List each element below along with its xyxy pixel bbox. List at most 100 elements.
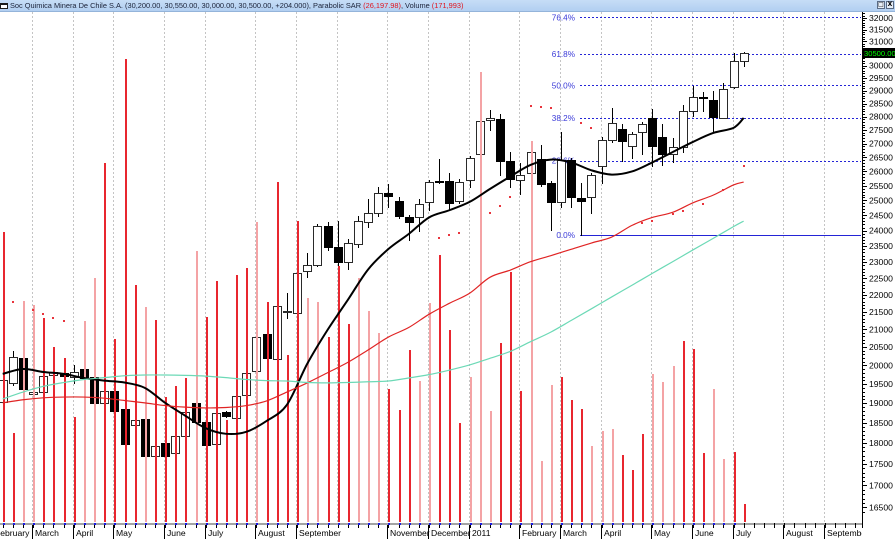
candlestick: [435, 159, 444, 184]
candlestick: [354, 216, 363, 248]
close-button[interactable]: X: [886, 1, 894, 9]
price-axis[interactable]: 3200031500310003050030000295002900028500…: [862, 12, 895, 539]
volume-bar: [439, 255, 441, 522]
candlestick: [719, 83, 728, 119]
restore-button[interactable]: □: [877, 1, 885, 9]
candlestick: [598, 137, 607, 184]
price-axis-label: 22000: [869, 290, 893, 300]
price-axis-label: 29500: [869, 73, 893, 83]
candlestick: [445, 173, 454, 211]
time-axis-data-marker: [480, 523, 482, 525]
candle-body-up: [364, 213, 373, 223]
time-axis-data-marker: [338, 523, 340, 525]
time-axis-data-marker: [429, 523, 431, 525]
month-label: May: [116, 528, 133, 538]
price-axis-label: 16500: [869, 503, 893, 513]
parabolic-sar-dot: [550, 107, 552, 109]
volume-bar: [581, 409, 583, 522]
volume-bar: [388, 389, 390, 522]
month-label: February: [0, 528, 30, 538]
time-axis-data-marker: [3, 523, 5, 525]
candle-body-up: [638, 124, 647, 133]
parabolic-sar-dot: [489, 212, 491, 214]
time-axis-data-marker: [135, 523, 137, 525]
candlestick: [405, 215, 414, 241]
volume-bar: [64, 358, 66, 522]
candle-body-up: [557, 160, 566, 203]
chart-title: Soc Quimica Minera De Chile S.A. (30,200…: [10, 0, 463, 11]
parabolic-sar-dot: [509, 196, 511, 198]
candle-body-down: [445, 181, 454, 204]
title-sar-label: Parabolic SAR: [313, 1, 364, 10]
parabolic-sar-dot: [540, 106, 542, 108]
current-price-marker: [863, 48, 895, 58]
time-axis-data-marker: [267, 523, 269, 525]
month-label: March: [563, 528, 587, 538]
candlestick: [283, 293, 292, 319]
volume-bar: [277, 182, 279, 522]
price-axis-label: 21000: [869, 324, 893, 334]
candle-body-up: [455, 182, 464, 202]
parabolic-sar-dot: [438, 237, 440, 239]
price-axis-label: 28500: [869, 99, 893, 109]
time-axis-data-marker: [104, 523, 106, 525]
candlestick: [699, 92, 708, 112]
price-axis-label: 25500: [869, 181, 893, 191]
month-label: May: [654, 528, 671, 538]
candle-body-down: [395, 201, 404, 217]
month-label: June: [167, 528, 186, 538]
moving-average-red-line: [2, 181, 744, 409]
volume-bar: [612, 429, 614, 522]
parabolic-sar-dot: [458, 232, 460, 234]
time-axis-data-marker: [145, 523, 147, 525]
time-axis-data-marker: [673, 523, 675, 525]
volume-bar: [520, 391, 522, 522]
candlestick: [222, 411, 231, 418]
volume-bar: [744, 504, 746, 522]
volume-bar: [226, 420, 228, 522]
volume-bar: [196, 251, 198, 522]
parabolic-sar-dot: [499, 205, 501, 207]
volume-bar: [622, 455, 624, 522]
month-label: September: [827, 528, 869, 538]
fib-level-label: 76.4%: [552, 13, 575, 22]
parabolic-sar-dot: [672, 213, 674, 215]
price-axis-label: 30000: [869, 61, 893, 71]
month-label: December: [431, 528, 471, 538]
price-axis-label: 20500: [869, 342, 893, 352]
price-axis-label: 21500: [869, 307, 893, 317]
window-icon[interactable]: [0, 3, 8, 9]
volume-bar: [135, 285, 137, 522]
time-axis-data-marker: [328, 523, 330, 525]
candle-body-down: [496, 119, 505, 162]
time-axis-data-marker: [723, 523, 725, 525]
volume-bar: [602, 430, 604, 522]
time-axis-data-marker: [256, 523, 258, 525]
time-axis-data-marker: [419, 523, 421, 525]
candle-body-up: [628, 134, 637, 147]
time-axis[interactable]: February March April May June July August Septe…: [0, 523, 869, 539]
parabolic-sar-dot: [52, 317, 54, 319]
candlestick: [658, 124, 667, 166]
time-axis-data-marker: [388, 523, 390, 525]
volume-bar: [662, 382, 664, 522]
candlestick: [364, 199, 373, 228]
candle-body-up: [679, 111, 688, 148]
candle-body-up: [303, 265, 312, 272]
price-axis-label: 25000: [869, 195, 893, 205]
time-axis-data-marker: [246, 523, 248, 525]
volume-bar: [409, 350, 411, 522]
time-axis-data-marker: [612, 523, 614, 525]
candlestick: [740, 52, 749, 67]
restore-icon: □: [878, 1, 884, 8]
volume-bar: [459, 423, 461, 522]
candlestick: [303, 253, 312, 278]
candlestick: [9, 351, 18, 386]
window-title-bar[interactable]: Soc Quimica Minera De Chile S.A. (30,200…: [0, 0, 895, 12]
month-label: September: [299, 528, 341, 538]
time-axis-data-marker: [632, 523, 634, 525]
volume-bar: [267, 302, 269, 522]
candle-body-up: [689, 97, 698, 112]
volume-bar: [490, 411, 492, 522]
